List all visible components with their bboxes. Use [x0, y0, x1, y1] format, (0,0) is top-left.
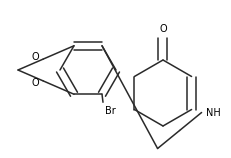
Text: O: O	[31, 52, 39, 62]
Text: NH: NH	[205, 107, 219, 118]
Text: O: O	[31, 78, 39, 88]
Text: O: O	[158, 24, 166, 34]
Text: Br: Br	[105, 106, 115, 116]
